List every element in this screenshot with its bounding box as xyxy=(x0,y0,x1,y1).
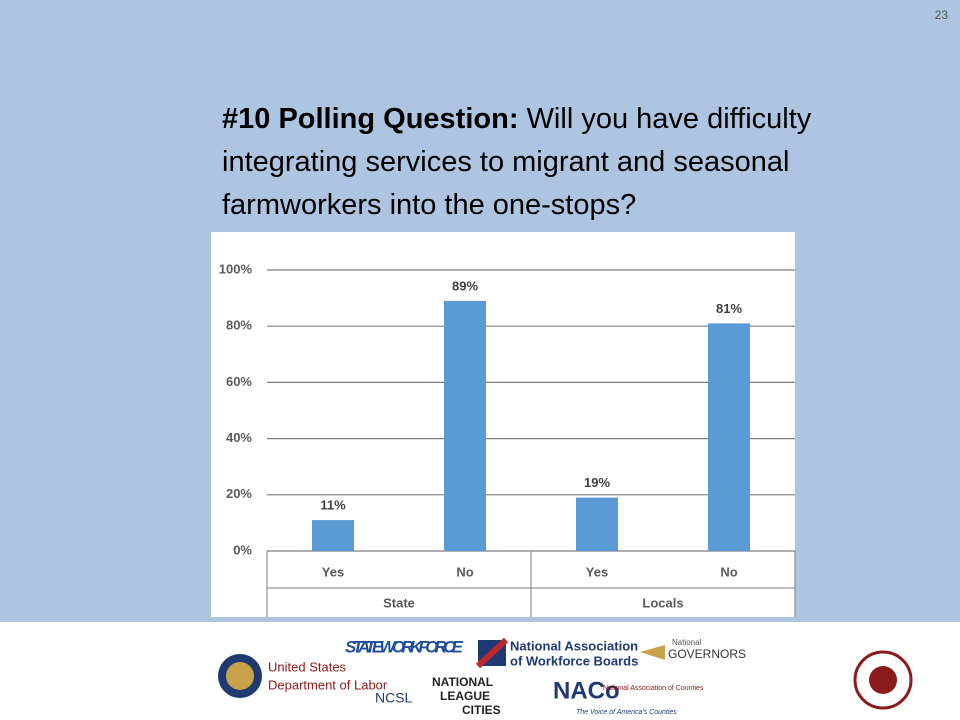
page-number: 23 xyxy=(934,8,948,22)
x-tick-label: No xyxy=(720,564,737,579)
value-label: 19% xyxy=(584,475,610,490)
nga-text: GOVERNORS xyxy=(668,647,746,661)
seal-inner xyxy=(869,666,897,694)
naco-text: The Voice of America's Counties xyxy=(576,709,677,716)
value-label: 11% xyxy=(320,498,346,513)
bar xyxy=(444,300,486,551)
x-tick-label: Yes xyxy=(586,564,608,579)
title-text: Will you have difficulty integrating ser… xyxy=(222,103,812,221)
slide-title: #10 Polling Question: Will you have diff… xyxy=(222,98,912,227)
y-tick-label: 0% xyxy=(233,542,252,557)
footer-band xyxy=(0,622,960,720)
value-label: 89% xyxy=(452,278,478,293)
title-bold: #10 Polling Question: xyxy=(222,103,519,135)
nlc-text: LEAGUE xyxy=(440,689,490,703)
nga-star xyxy=(640,645,665,660)
x-tick-label: Yes xyxy=(322,564,344,579)
y-tick-label: 80% xyxy=(226,318,252,333)
bar xyxy=(708,323,750,551)
naco-text: NACo xyxy=(553,677,620,704)
group-label: Locals xyxy=(642,595,683,610)
statewide-logo: STATEWORKFORCE xyxy=(345,637,464,656)
ncsl-text: NCSL xyxy=(375,690,413,706)
y-tick-label: 40% xyxy=(226,430,252,445)
dol-text: United States xyxy=(268,659,347,674)
footer-logos: United States Department of Labor STATEW… xyxy=(218,637,913,717)
dol-text: Department of Labor xyxy=(268,677,388,692)
nlc-text: CITIES xyxy=(462,703,501,717)
bar xyxy=(576,497,618,551)
y-tick-label: 100% xyxy=(219,261,253,276)
group-label: State xyxy=(383,595,415,610)
x-tick-label: No xyxy=(456,564,473,579)
nawb-text: of Workforce Boards xyxy=(510,653,638,668)
nga-text: National xyxy=(672,638,702,647)
chart-background xyxy=(211,232,795,617)
nlc-text: NATIONAL xyxy=(432,675,493,689)
nawb-icon-stripe xyxy=(475,637,509,669)
dol-seal-inner xyxy=(226,662,254,690)
y-tick-label: 60% xyxy=(226,374,252,389)
nawb-text: National Association xyxy=(510,638,638,653)
y-tick-label: 20% xyxy=(226,486,252,501)
naco-text: National Association of Counties xyxy=(603,685,704,692)
bar xyxy=(312,520,354,551)
value-label: 81% xyxy=(716,301,742,316)
